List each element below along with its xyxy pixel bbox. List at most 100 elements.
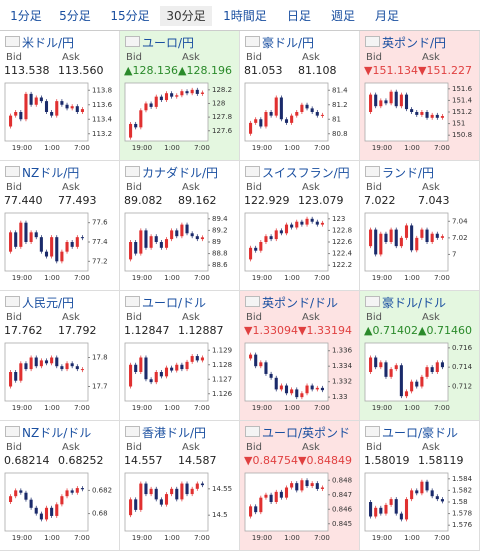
x-tick-label: 7:00 <box>434 274 450 282</box>
pair-name[interactable]: 豪ドル/円 <box>262 36 315 50</box>
candle <box>149 236 153 248</box>
x-tick-label: 7:00 <box>74 144 90 152</box>
candle <box>39 513 43 520</box>
candle <box>425 367 429 377</box>
candle <box>50 507 54 516</box>
y-tick-label: 0.68 <box>92 510 108 518</box>
candle <box>249 247 253 260</box>
candle <box>9 496 13 502</box>
pair-name[interactable]: 豪ドル/ドル <box>382 296 447 310</box>
pair-name[interactable]: 英ポンド/円 <box>382 36 447 50</box>
pair-name[interactable]: スイスフラン/円 <box>262 166 350 180</box>
candle <box>305 480 309 487</box>
pair-name[interactable]: ユーロ/円 <box>142 36 195 50</box>
candle <box>75 366 79 370</box>
candle <box>185 483 189 495</box>
candle <box>190 89 194 94</box>
pair-name[interactable]: ユーロ/ドル <box>142 296 207 310</box>
bid-label: Bid <box>6 442 22 453</box>
candle <box>164 239 169 248</box>
candle <box>425 112 429 118</box>
candle <box>394 365 398 370</box>
tab[interactable]: 1分足 <box>10 9 42 23</box>
candle <box>399 237 403 247</box>
mini-chart: 14.55 14.5 19:00 1:00 7:00 <box>124 472 232 542</box>
plot-area <box>244 472 329 532</box>
candle <box>379 233 383 255</box>
candle <box>200 357 204 361</box>
tab[interactable]: 5分足 <box>59 9 91 23</box>
x-tick-label: 7:00 <box>434 534 450 542</box>
y-tick-label: 151.4 <box>452 96 473 104</box>
tab[interactable]: 15分足 <box>110 9 150 23</box>
x-tick-label: 7:00 <box>194 274 210 282</box>
pair-name[interactable]: 英ポンド/ドル <box>262 296 339 310</box>
pair-name[interactable]: NZドル/円 <box>22 166 80 180</box>
ask-label: Ask <box>302 182 320 193</box>
bid-value: ▲0.71402 <box>364 324 418 337</box>
x-tick-label: 19:00 <box>372 274 392 282</box>
flag-icon <box>245 166 260 177</box>
ask-value: 123.079 <box>298 194 344 207</box>
bid-value: 89.082 <box>124 194 163 207</box>
bid-label: Bid <box>246 52 262 63</box>
plot-area <box>4 342 89 402</box>
ask-label: Ask <box>62 52 80 63</box>
candle <box>320 114 324 116</box>
ask-value: ▼151.227 <box>418 64 472 77</box>
candle <box>55 237 59 262</box>
candle <box>249 506 253 517</box>
candle <box>180 224 184 237</box>
timeframe-tabs: 1分足 5分足 15分足 30分足 1時間足 日足 週足 月足 <box>0 0 480 31</box>
candle <box>154 96 158 107</box>
candle <box>315 112 319 116</box>
pair-name[interactable]: 人民元/円 <box>22 296 75 310</box>
bid-label: Bid <box>366 442 382 453</box>
x-tick-label: 19:00 <box>12 534 32 542</box>
y-tick-label: 7.04 <box>452 217 468 225</box>
candle <box>24 222 28 242</box>
pair-name[interactable]: NZドル/ドル <box>22 426 92 440</box>
candle <box>279 491 283 498</box>
bid-label: Bid <box>6 312 22 323</box>
candle <box>9 232 13 252</box>
tab[interactable]: 週足 <box>330 9 355 23</box>
x-tick-label: 1:00 <box>164 534 180 542</box>
y-tick-label: 127.8 <box>212 113 232 121</box>
tab[interactable]: 日足 <box>286 9 311 23</box>
tab[interactable]: 月足 <box>374 9 399 23</box>
candle <box>164 494 169 505</box>
x-tick-label: 1:00 <box>164 404 180 412</box>
candle <box>44 101 49 112</box>
rate-cell: 豪ドル/ドル Bid Ask ▲0.71402 ▲0.71460 0.716 0.714 0.… <box>360 291 480 421</box>
tab[interactable]: 1時間足 <box>223 9 267 23</box>
candle <box>284 487 289 498</box>
candle <box>159 372 163 377</box>
pair-name[interactable]: 米ドル/円 <box>22 36 75 50</box>
pair-name[interactable]: ユーロ/英ポンド <box>262 426 351 440</box>
candle <box>134 242 138 254</box>
candle <box>195 236 199 240</box>
x-tick-label: 1:00 <box>44 274 60 282</box>
y-tick-label: 1.58 <box>452 498 468 506</box>
flag-icon <box>245 36 260 47</box>
candle <box>269 236 273 240</box>
ask-value: ▼0.84849 <box>298 454 352 467</box>
pair-name[interactable]: ランド/円 <box>382 166 435 180</box>
candle <box>374 94 378 107</box>
pair-name[interactable]: カナダドル/円 <box>142 166 219 180</box>
pair-name[interactable]: ユーロ/豪ドル <box>382 426 459 440</box>
candle <box>9 115 13 127</box>
y-tick-label: 123 <box>332 215 345 223</box>
flag-icon <box>125 296 140 307</box>
candle <box>139 357 143 372</box>
candle <box>139 483 143 510</box>
candle <box>374 357 378 368</box>
candle <box>420 229 424 238</box>
x-tick-label: 1:00 <box>284 404 300 412</box>
candle <box>19 363 23 381</box>
pair-name[interactable]: 香港ドル/円 <box>142 426 207 440</box>
tab[interactable]: 30分足 <box>160 6 212 26</box>
candle <box>389 369 393 377</box>
